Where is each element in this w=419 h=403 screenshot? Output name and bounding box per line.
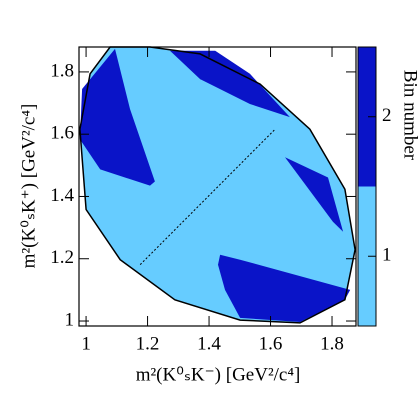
x-tick-label: 1.8 (320, 333, 344, 354)
colorbar-label: Bin number (400, 70, 419, 161)
colorbar-tick-label: 2 (382, 105, 392, 126)
bin-region (285, 157, 344, 232)
colorbar-segment (358, 186, 376, 326)
y-tick-label: 1 (65, 309, 75, 330)
x-tick-label: 1.6 (259, 333, 283, 354)
y-tick-label: 1.8 (50, 60, 74, 81)
x-tick-label: 1.2 (136, 333, 160, 354)
bin-region (79, 48, 155, 186)
phase-space-outline (79, 46, 356, 324)
bin-region (218, 254, 351, 322)
y-tick-label: 1.2 (50, 247, 74, 268)
plot-frame (78, 46, 357, 327)
x-tick-label: 1.4 (197, 333, 221, 354)
x-tick-label: 1 (81, 333, 91, 354)
bin-region (170, 50, 290, 118)
y-axis-label: m²(K⁰ₛK⁺) [GeV²/c⁴] (18, 104, 39, 269)
x-axis-label: m²(K⁰ₛK⁻) [GeV²/c⁴] (136, 364, 301, 385)
colorbar-tick-label: 1 (382, 245, 392, 266)
colorbar-frame (357, 46, 377, 327)
y-tick-label: 1.6 (50, 123, 74, 144)
phase-space (79, 47, 356, 323)
colorbar-segment (358, 47, 376, 187)
y-tick-label: 1.4 (50, 185, 74, 206)
